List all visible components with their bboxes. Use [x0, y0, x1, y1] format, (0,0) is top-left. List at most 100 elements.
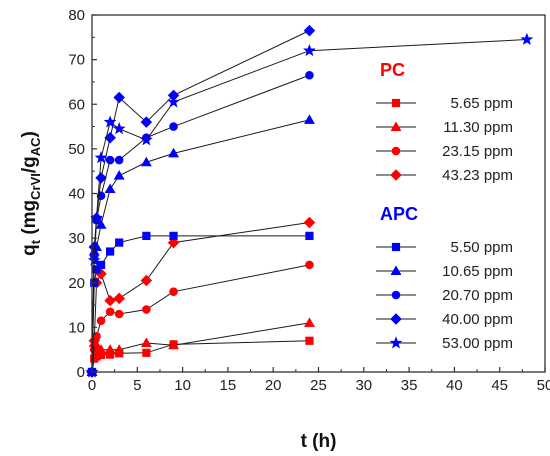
- y-title-sub-ac: AC: [28, 137, 43, 156]
- marker-triangle: [303, 317, 315, 327]
- y-tick-label: 60: [68, 96, 85, 113]
- marker-star: [103, 115, 117, 128]
- y-title-end: ): [19, 131, 40, 137]
- x-tick-label: 10: [174, 377, 191, 394]
- marker-triangle: [95, 344, 107, 354]
- x-tick-label: 25: [310, 377, 327, 394]
- y-tick-label: 80: [68, 7, 85, 24]
- y-title-sub-crvi: CrVI: [28, 173, 43, 200]
- marker-star: [520, 32, 534, 46]
- marker-square: [115, 238, 124, 247]
- marker-diamond: [390, 169, 402, 181]
- legend-item: 11.30 ppm: [376, 119, 513, 136]
- legend-item: 40.00 ppm: [376, 311, 513, 328]
- legend-label: 40.00 ppm: [442, 311, 513, 328]
- marker-triangle: [140, 156, 152, 167]
- y-tick-label: 70: [68, 52, 85, 69]
- marker-square: [142, 348, 151, 357]
- marker-circle: [142, 305, 151, 314]
- legend-item: 5.65 ppm: [376, 95, 513, 112]
- marker-triangle: [168, 147, 179, 158]
- legend-label: 53.00 ppm: [442, 335, 513, 352]
- marker-triangle: [95, 219, 107, 229]
- series-pc-11-30-ppm: [86, 317, 315, 377]
- legend-item: 53.00 ppm: [376, 335, 513, 352]
- series-pc-5-65-ppm: [87, 336, 314, 377]
- marker-triangle: [390, 265, 402, 276]
- marker-circle: [96, 316, 106, 325]
- marker-diamond: [303, 24, 316, 37]
- marker-square: [92, 265, 101, 274]
- marker-square: [169, 231, 178, 240]
- marker-triangle: [113, 170, 125, 180]
- legend-label: 20.70 ppm: [442, 287, 513, 304]
- marker-diamond: [113, 91, 125, 104]
- series-line: [91, 322, 310, 373]
- legend-title-pc: PC: [380, 60, 405, 80]
- x-tick-label: 15: [220, 377, 237, 394]
- marker-diamond: [113, 292, 125, 305]
- series-line: [91, 235, 310, 373]
- marker-star: [303, 43, 316, 57]
- marker-triangle: [113, 344, 125, 354]
- marker-star: [94, 151, 108, 164]
- marker-triangle: [303, 114, 315, 124]
- marker-diamond: [303, 216, 316, 229]
- series-pc-23-15-ppm: [87, 260, 314, 377]
- marker-triangle: [104, 183, 116, 194]
- legend-label: 43.23 ppm: [442, 167, 513, 184]
- marker-circle: [391, 146, 401, 156]
- marker-diamond: [104, 294, 116, 307]
- marker-square: [305, 336, 314, 345]
- y-title-mid-1: (mg: [19, 200, 40, 240]
- marker-square: [96, 260, 106, 270]
- y-title-mid-2: /g: [19, 156, 40, 173]
- marker-circle: [391, 290, 401, 300]
- y-title-main: q: [19, 244, 40, 256]
- marker-star: [112, 122, 126, 135]
- legend-item: 5.50 ppm: [376, 239, 513, 256]
- y-tick-label: 10: [68, 319, 85, 336]
- marker-square: [391, 242, 401, 252]
- x-tick-label: 40: [446, 377, 463, 394]
- marker-triangle: [168, 339, 179, 350]
- x-tick-label: 20: [265, 377, 282, 394]
- legend-item: 43.23 ppm: [376, 167, 513, 184]
- x-tick-label: 35: [401, 377, 418, 394]
- marker-circle: [114, 155, 124, 165]
- marker-star: [87, 253, 101, 266]
- legend-label: 11.30 ppm: [443, 119, 513, 136]
- marker-triangle: [104, 344, 116, 354]
- x-tick-label: 50: [537, 377, 550, 394]
- marker-circle: [305, 260, 314, 270]
- marker-square: [106, 247, 115, 256]
- marker-circle: [169, 287, 178, 296]
- legend-item: 23.15 ppm: [376, 143, 513, 160]
- marker-diamond: [95, 172, 107, 184]
- axis-ticks: 0 5 10 15 20 25 30 35 40 45 50 0 10 20 30 40 50 60 70 80: [68, 7, 550, 394]
- y-tick-label: 20: [68, 275, 85, 292]
- series-layer: [85, 24, 534, 378]
- x-axis-title: t (h): [301, 431, 337, 452]
- y-tick-label: 0: [77, 364, 85, 381]
- x-tick-label: 5: [133, 377, 141, 394]
- legend-item: 10.65 ppm: [376, 263, 513, 280]
- x-tick-label: 0: [88, 377, 96, 394]
- marker-star: [139, 133, 153, 146]
- legend-label: 10.65 ppm: [442, 263, 513, 280]
- y-tick-label: 30: [68, 230, 85, 247]
- legend-label: 5.50 ppm: [450, 239, 513, 256]
- marker-circle: [105, 307, 115, 317]
- marker-diamond: [390, 313, 402, 325]
- marker-square: [391, 98, 401, 108]
- x-tick-label: 30: [355, 377, 372, 394]
- marker-star: [167, 95, 180, 108]
- marker-square: [305, 231, 314, 240]
- series-line: [91, 30, 310, 373]
- series-line: [91, 264, 310, 373]
- y-tick-label: 40: [68, 186, 85, 203]
- series-apc-40-00-ppm: [86, 24, 316, 378]
- marker-triangle: [390, 121, 402, 132]
- legend-label: 23.15 ppm: [442, 143, 513, 160]
